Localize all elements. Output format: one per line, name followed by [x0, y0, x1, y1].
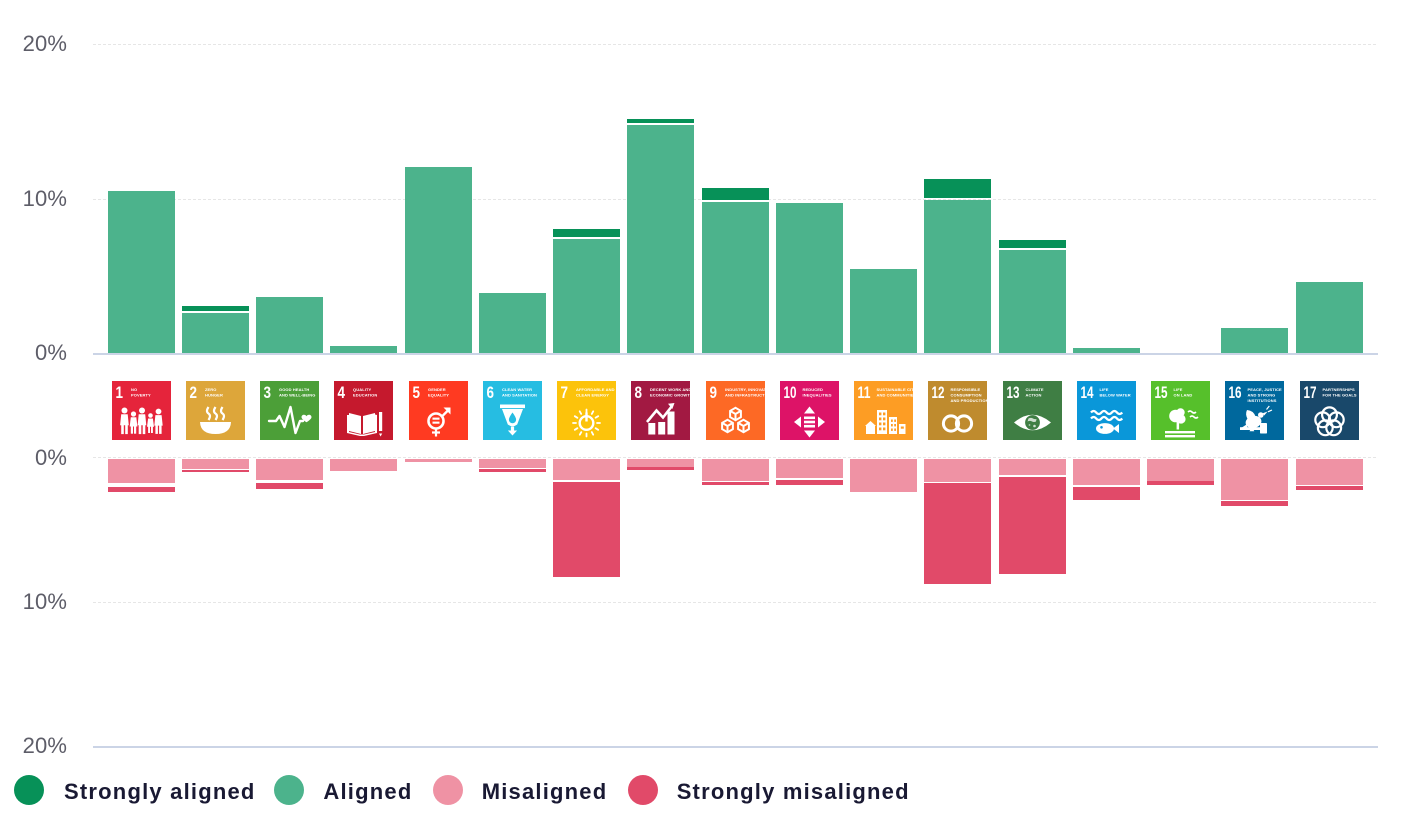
svg-text:5: 5: [412, 384, 420, 402]
svg-text:12: 12: [932, 384, 945, 402]
svg-text:AND WELL-BEING: AND WELL-BEING: [279, 392, 316, 397]
svg-text:INSTITUTIONS: INSTITUTIONS: [1248, 398, 1277, 403]
svg-text:POVERTY: POVERTY: [131, 392, 151, 397]
svg-text:GENDER: GENDER: [428, 387, 446, 392]
svg-text:PEACE, JUSTICE: PEACE, JUSTICE: [1248, 387, 1283, 392]
svg-text:INEQUALITIES: INEQUALITIES: [802, 392, 831, 397]
svg-text:FOR THE GOALS: FOR THE GOALS: [1322, 392, 1356, 397]
svg-text:LIFE: LIFE: [1174, 387, 1183, 392]
svg-text:AFFORDABLE AND: AFFORDABLE AND: [576, 387, 615, 392]
svg-text:AND STRONG: AND STRONG: [1248, 392, 1276, 397]
svg-text:ECONOMIC GROWTH: ECONOMIC GROWTH: [650, 392, 690, 397]
svg-text:BELOW WATER: BELOW WATER: [1099, 392, 1130, 397]
svg-text:3: 3: [264, 384, 272, 402]
svg-text:17: 17: [1303, 384, 1316, 402]
svg-text:NO: NO: [131, 387, 137, 392]
svg-text:LIFE: LIFE: [1099, 387, 1108, 392]
svg-text:11: 11: [858, 384, 871, 402]
svg-text:CLEAN ENERGY: CLEAN ENERGY: [576, 392, 609, 397]
svg-text:ACTION: ACTION: [1025, 392, 1041, 397]
svg-text:HUNGER: HUNGER: [205, 392, 223, 397]
svg-text:SUSTAINABLE CITIES: SUSTAINABLE CITIES: [877, 387, 914, 392]
svg-text:CONSUMPTION: CONSUMPTION: [951, 392, 982, 397]
svg-text:QUALITY: QUALITY: [353, 387, 371, 392]
svg-text:7: 7: [561, 384, 569, 402]
svg-text:AND SANITATION: AND SANITATION: [502, 392, 537, 397]
svg-text:DECENT WORK AND: DECENT WORK AND: [650, 387, 690, 392]
svg-text:2: 2: [189, 384, 197, 402]
svg-text:10: 10: [783, 384, 796, 402]
svg-text:RESPONSIBLE: RESPONSIBLE: [951, 387, 981, 392]
svg-text:6: 6: [486, 384, 494, 402]
svg-text:4: 4: [338, 384, 346, 402]
svg-text:AND PRODUCTION: AND PRODUCTION: [951, 398, 988, 403]
svg-text:1: 1: [115, 384, 123, 402]
svg-text:8: 8: [635, 384, 643, 402]
svg-text:CLEAN WATER: CLEAN WATER: [502, 387, 532, 392]
svg-text:AND INFRASTRUCTURE: AND INFRASTRUCTURE: [725, 392, 765, 397]
svg-text:CLIMATE: CLIMATE: [1025, 387, 1043, 392]
svg-text:EQUALITY: EQUALITY: [428, 392, 449, 397]
svg-text:14: 14: [1080, 384, 1094, 402]
svg-text:13: 13: [1006, 384, 1019, 402]
svg-text:AND COMMUNITIES: AND COMMUNITIES: [877, 392, 914, 397]
svg-text:INDUSTRY, INNOVATION: INDUSTRY, INNOVATION: [725, 387, 765, 392]
svg-text:REDUCED: REDUCED: [802, 387, 822, 392]
svg-text:EDUCATION: EDUCATION: [353, 392, 377, 397]
svg-text:PARTNERSHIPS: PARTNERSHIPS: [1322, 387, 1354, 392]
svg-text:ON LAND: ON LAND: [1174, 392, 1193, 397]
svg-text:9: 9: [709, 384, 717, 402]
svg-text:16: 16: [1229, 384, 1242, 402]
svg-text:ZERO: ZERO: [205, 387, 217, 392]
svg-text:GOOD HEALTH: GOOD HEALTH: [279, 387, 309, 392]
svg-text:15: 15: [1155, 384, 1168, 402]
